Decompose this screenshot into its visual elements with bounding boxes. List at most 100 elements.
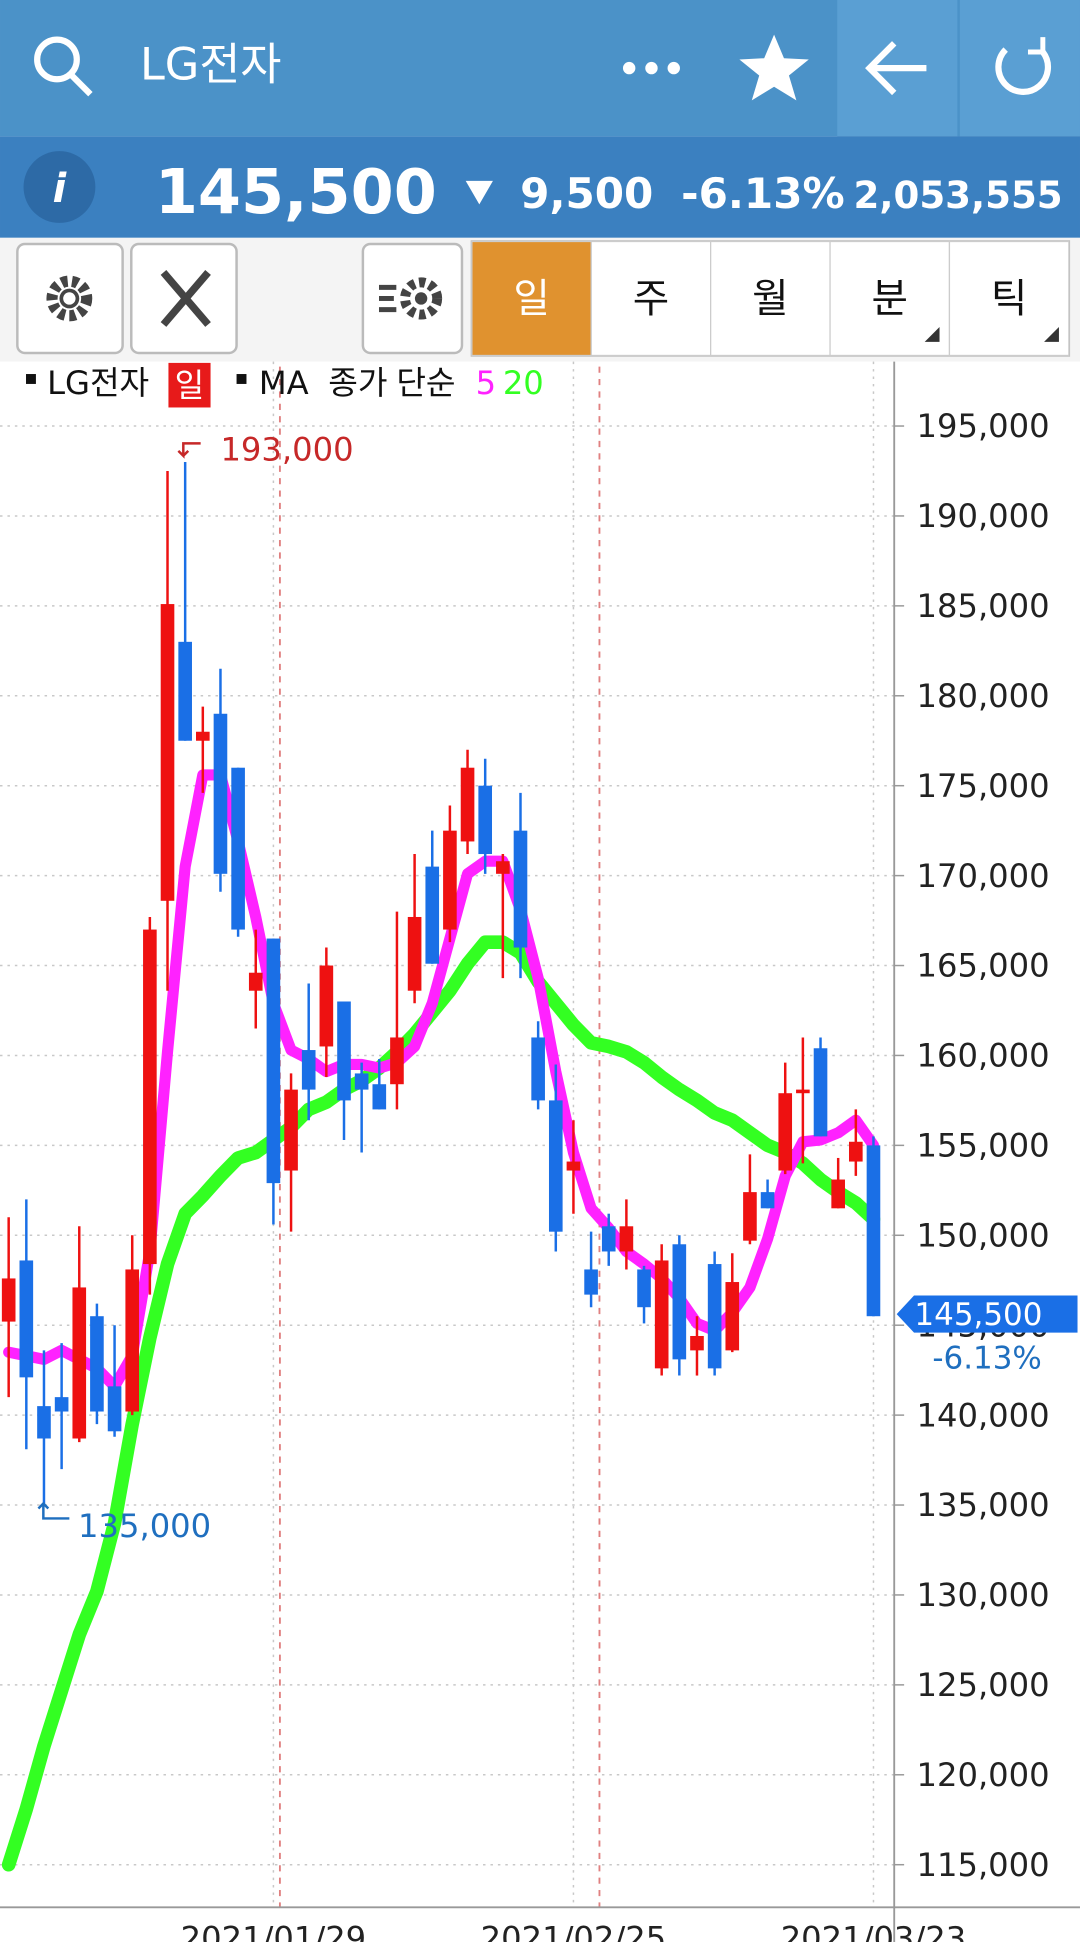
candle-body [496, 861, 510, 874]
candle-body [407, 916, 422, 991]
y-tick-label: 120,000 [917, 1756, 1050, 1794]
x-tick-label: 2021/01/29 [181, 1919, 367, 1942]
candle-body [248, 972, 263, 991]
legend-symbol: LG전자 [47, 364, 149, 402]
candle-body [831, 1179, 845, 1209]
legend-ma-marker [236, 374, 247, 384]
indicator-settings-button[interactable] [361, 242, 464, 355]
candle-body [654, 1260, 669, 1369]
legend-symbol-marker [26, 374, 36, 384]
y-tick-label: 150,000 [917, 1216, 1050, 1254]
legend-method: 단순 [396, 364, 455, 402]
down-arrow [465, 180, 493, 205]
tools-button[interactable] [130, 242, 238, 355]
settings-button[interactable] [16, 242, 124, 355]
legend-ma: MA [259, 364, 309, 402]
y-tick-label: 195,000 [917, 407, 1050, 445]
candle-body [690, 1335, 704, 1351]
candle-body [548, 1100, 563, 1232]
x-tick-label: 2021/02/25 [481, 1919, 667, 1942]
period-tab[interactable] [471, 240, 592, 357]
candle-body [566, 1161, 581, 1171]
refresh-button[interactable] [995, 37, 1052, 95]
period-tab[interactable] [710, 240, 831, 357]
candle-body [284, 1089, 298, 1171]
legend-period: 일 [175, 366, 205, 404]
last-price-label: 145,500 [914, 1297, 1042, 1333]
quote-bar [0, 136, 1080, 238]
period-tab[interactable] [948, 240, 1070, 357]
back-button[interactable] [865, 41, 927, 96]
candle-body [301, 1050, 316, 1090]
candle-body [725, 1282, 740, 1351]
more-button[interactable] [622, 61, 680, 75]
candle-body [637, 1269, 651, 1308]
last-change-label: -6.13% [932, 1341, 1042, 1377]
period-tab[interactable] [829, 240, 951, 357]
candle-body [354, 1073, 369, 1090]
candle-body [778, 1093, 793, 1171]
legend-series-name: 20 [503, 364, 544, 402]
candle-body [513, 830, 528, 948]
period-tab-label: 일 [513, 276, 549, 322]
info-icon: i [53, 166, 68, 212]
y-tick-label: 185,000 [917, 587, 1050, 625]
legend-period-box [168, 362, 211, 408]
info-button[interactable] [23, 151, 96, 223]
candle-body [760, 1192, 775, 1209]
candle-body [160, 604, 175, 901]
y-tick-label: 115,000 [917, 1846, 1050, 1884]
candle-body [37, 1406, 51, 1439]
candle-body [443, 830, 457, 930]
period-tab-label: 주 [633, 276, 669, 322]
candle-body [601, 1226, 616, 1252]
low-marker [42, 1503, 70, 1520]
y-tick-label: 130,000 [917, 1576, 1050, 1614]
y-tick-label: 135,000 [917, 1486, 1050, 1524]
candle-body [90, 1316, 104, 1412]
y-tick-label: 190,000 [917, 497, 1050, 535]
candle-body [390, 1037, 404, 1085]
legend-price-type: 종가 [328, 364, 387, 402]
candle-body [231, 767, 245, 930]
x-tick-label: 2021/03/23 [781, 1919, 967, 1942]
favorite-button[interactable] [739, 34, 809, 101]
ma-line [1, 935, 881, 1872]
stock-name[interactable]: LG전자 [140, 38, 281, 90]
period-tab-label: 분 [872, 276, 908, 322]
candle-body [125, 1269, 140, 1412]
candle-body [619, 1226, 634, 1252]
search-button[interactable] [34, 36, 93, 97]
candle-body [178, 641, 192, 741]
high-marker [177, 442, 201, 459]
last-price-tag [896, 1295, 1078, 1333]
change-pct: -6.13% [681, 169, 845, 218]
legend-series-name: 5 [476, 364, 496, 402]
tab-dropdown-mark [1044, 326, 1059, 342]
candle-body [866, 1145, 881, 1317]
y-tick-label: 140,000 [917, 1396, 1050, 1434]
volume: 2,053,555 [854, 174, 1063, 217]
y-tick-label: 125,000 [917, 1666, 1050, 1704]
candle-body [19, 1260, 34, 1378]
candle-body [531, 1037, 545, 1101]
candle-body [478, 785, 493, 855]
y-tick-label: 170,000 [917, 857, 1050, 895]
candle-body [372, 1084, 387, 1110]
period-tab[interactable] [590, 240, 712, 357]
candle-body [813, 1048, 828, 1137]
candle-body [213, 713, 228, 874]
price: 145,500 [155, 156, 437, 228]
period-tab-label: 틱 [991, 276, 1027, 322]
candle-body [72, 1287, 87, 1439]
period-tab-label: 월 [752, 276, 788, 322]
candle-body [460, 767, 475, 842]
candle-body [143, 929, 157, 1265]
low-marker-head [37, 1501, 50, 1510]
low-label: 135,000 [78, 1507, 211, 1545]
change: 9,500 [520, 169, 653, 218]
candle-body [425, 866, 440, 964]
candle-body [707, 1264, 722, 1369]
